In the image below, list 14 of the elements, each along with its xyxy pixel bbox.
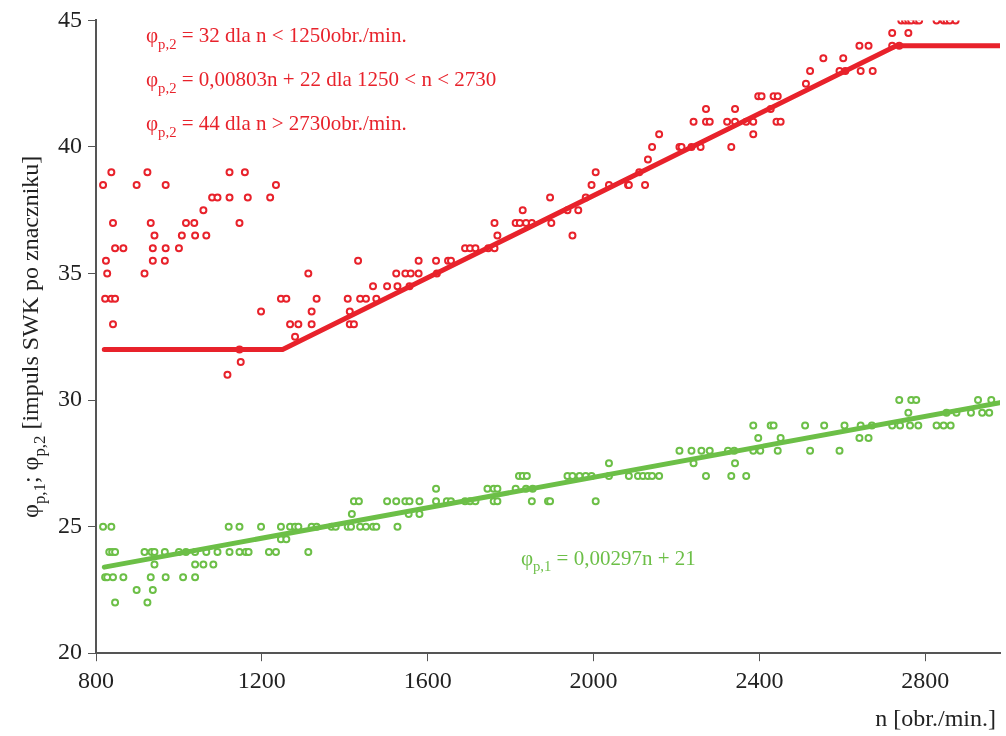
x-tick-label: 800 [78, 666, 114, 693]
y-tick-label: 45 [58, 5, 82, 32]
x-axis-title: n [obr./min.] [875, 705, 996, 731]
x-tick-label: 1200 [237, 666, 286, 693]
y-tick-label: 20 [58, 638, 82, 665]
y-tick-label: 40 [58, 132, 82, 159]
y-tick-label: 25 [58, 511, 82, 538]
y-tick-label: 30 [58, 385, 82, 412]
x-tick-label: 2800 [901, 666, 950, 693]
x-tick-label: 2000 [569, 666, 618, 693]
y-axis-title: φp,1; φp,2 [impuls SWK po znaczniku] [17, 155, 50, 518]
x-tick-label: 1600 [403, 666, 452, 693]
y-tick-label: 35 [58, 258, 82, 285]
x-tick-label: 2400 [735, 666, 784, 693]
